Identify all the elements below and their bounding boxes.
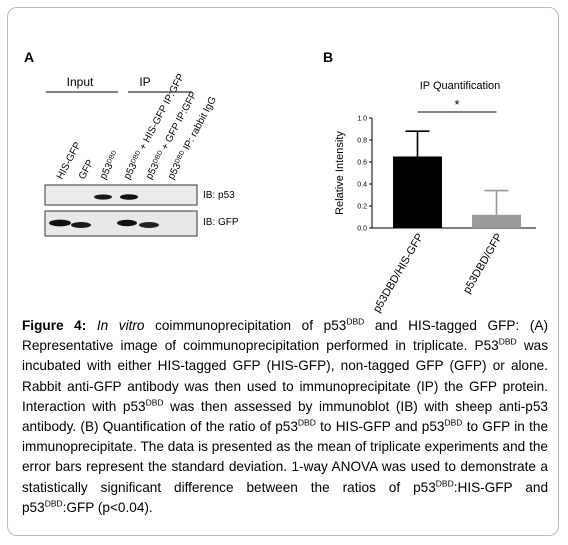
- blot-label: IB: p53: [203, 190, 235, 201]
- y-axis-label: Relative Intensity: [334, 131, 346, 215]
- superscript: DBD: [346, 316, 365, 327]
- superscript: DBD: [44, 498, 63, 509]
- chart-title: IP Quantification: [420, 80, 501, 92]
- superscript: DBD: [498, 336, 517, 347]
- x-tick-label: p53DBD/GFP: [461, 232, 505, 296]
- figure-frame: [7, 7, 559, 536]
- caption-text: to HIS-GFP and p53: [315, 419, 445, 435]
- caption-text: :GFP (p<0.04).: [62, 499, 153, 515]
- band: [49, 219, 71, 227]
- caption-text: to GFP in the immunoprecipitate. The dat…: [22, 419, 548, 495]
- text-run: p53: [144, 161, 162, 181]
- caption-text: was incubated with either HIS-tagged GFP…: [22, 338, 548, 414]
- text-run: GFP: [77, 158, 97, 182]
- bar: [472, 214, 521, 228]
- significance-label: *: [454, 97, 459, 112]
- y-tick-label: 0.0: [357, 226, 367, 233]
- caption-text: In vitro: [96, 318, 145, 333]
- band: [94, 194, 112, 200]
- superscript: DBD: [297, 417, 316, 428]
- panel-letter: B: [323, 49, 333, 65]
- bar: [393, 156, 442, 228]
- text-run: p53: [166, 161, 184, 181]
- superscript: DBD: [105, 149, 118, 165]
- error-bar: [405, 130, 430, 157]
- y-tick-label: 0.6: [357, 160, 367, 167]
- lane-label: GFP: [77, 158, 97, 182]
- blot: [44, 184, 198, 206]
- caption-text: and HIS-tagged GFP: (A) Representative i…: [22, 318, 548, 354]
- band: [117, 219, 137, 227]
- band: [120, 194, 138, 200]
- panel-letter: A: [24, 49, 34, 65]
- band: [71, 222, 91, 228]
- text-run: p53: [98, 161, 116, 181]
- y-tick-label: 0.2: [357, 204, 367, 211]
- y-tick-label: 0.8: [357, 138, 367, 145]
- figure-caption: Figure 4: In vitro coimmunoprecipitation…: [22, 316, 548, 518]
- error-bar: [484, 189, 509, 215]
- y-tick-label: 1.0: [357, 116, 367, 123]
- group-label: Input: [67, 75, 94, 89]
- caption-text: :HIS-GFP and p53: [22, 479, 549, 515]
- superscript: DBD: [435, 478, 454, 489]
- group-label: IP: [139, 75, 150, 89]
- superscript: DBD: [444, 417, 463, 428]
- band: [139, 222, 159, 228]
- caption-text: was then assessed by immunoblot (IB) wit…: [22, 398, 548, 435]
- superscript: DBD: [145, 397, 164, 408]
- x-tick-label: p53DBD/HIS-GFP: [371, 232, 426, 315]
- text-run: p53: [122, 161, 140, 181]
- blot-label: IB: GFP: [203, 217, 239, 228]
- caption-text: coimmunoprecipitation of p53: [144, 318, 347, 333]
- caption-text: Figure 4:: [22, 318, 97, 333]
- lane-label: p53DBD: [97, 149, 122, 182]
- y-tick-label: 0.4: [357, 182, 367, 189]
